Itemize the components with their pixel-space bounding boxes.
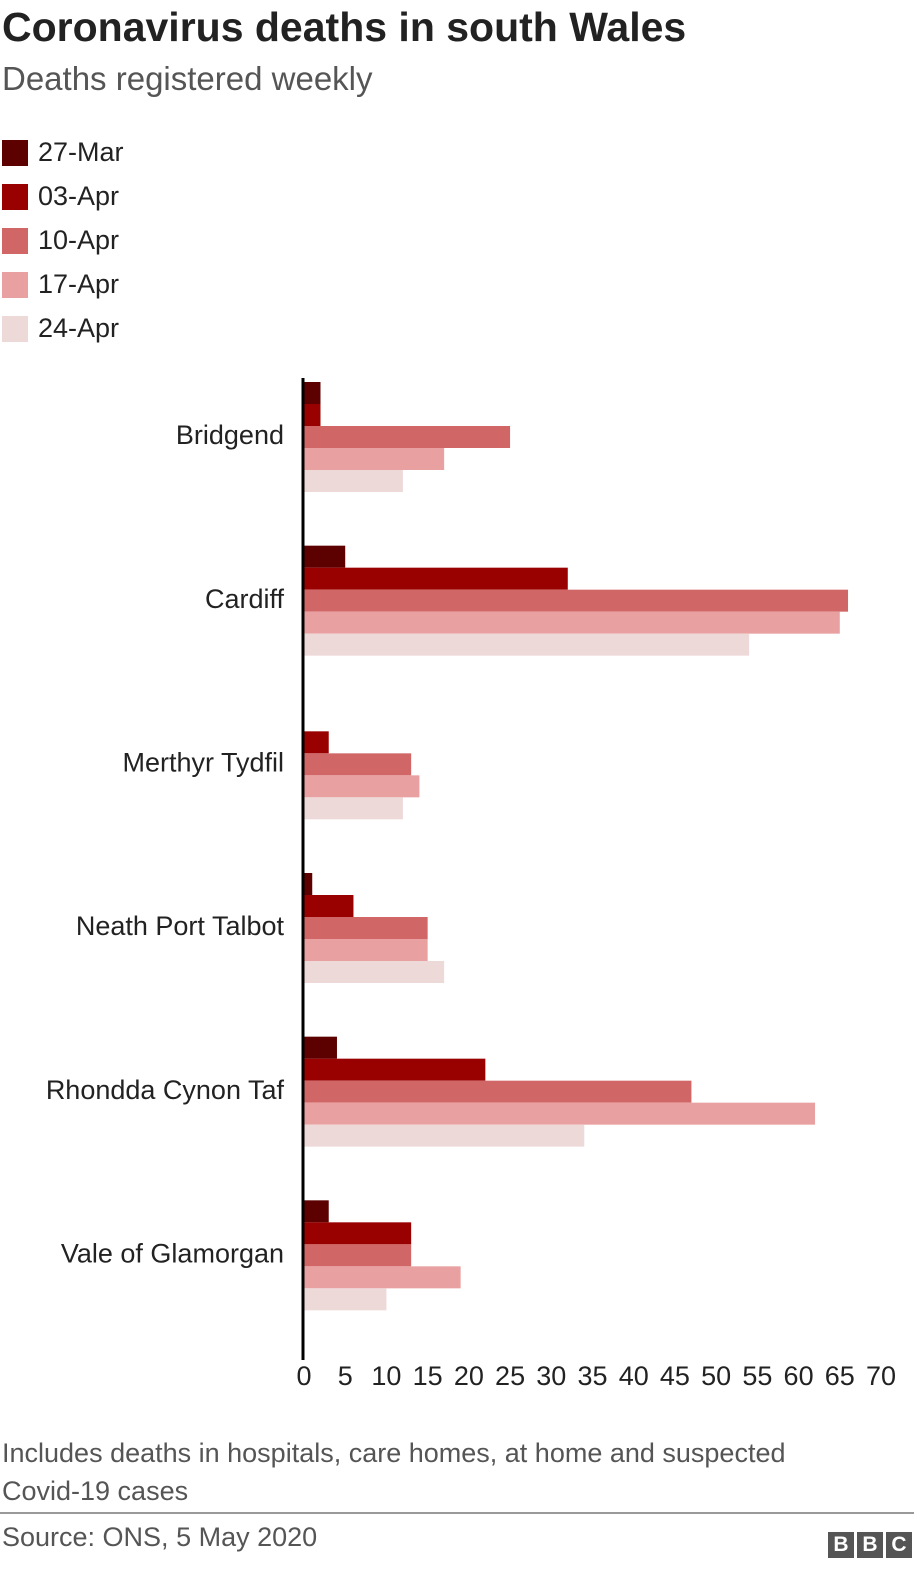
legend-label: 03-Apr — [38, 181, 119, 211]
divider — [0, 1512, 914, 1514]
y-tick-label: Vale of Glamorgan — [61, 1238, 284, 1268]
bar — [304, 589, 849, 612]
legend-swatch — [2, 184, 28, 210]
legend-swatch — [2, 272, 28, 298]
bar — [304, 1080, 692, 1103]
bar — [304, 1222, 412, 1245]
x-tick-label: 15 — [413, 1361, 443, 1391]
x-tick-label: 20 — [454, 1361, 484, 1391]
bar — [304, 775, 420, 798]
x-tick-label: 10 — [371, 1361, 401, 1391]
x-tick-label: 30 — [536, 1361, 566, 1391]
bar — [304, 404, 321, 426]
x-tick-label: 60 — [784, 1361, 814, 1391]
bar — [304, 731, 329, 754]
bar — [304, 1288, 387, 1311]
x-tick-label: 25 — [495, 1361, 525, 1391]
logo-letter: B — [828, 1532, 854, 1558]
y-tick-label: Neath Port Talbot — [76, 911, 285, 941]
legend-label: 10-Apr — [38, 225, 119, 255]
bar — [304, 797, 403, 820]
x-tick-label: 50 — [701, 1361, 731, 1391]
bar — [304, 753, 412, 776]
legend-label: 24-Apr — [38, 313, 119, 343]
bar — [304, 917, 428, 939]
y-tick-label: Cardiff — [205, 584, 285, 614]
x-tick-label: 70 — [866, 1361, 896, 1391]
source: Source: ONS, 5 May 2020 — [2, 1522, 318, 1552]
logo-letter: B — [857, 1532, 883, 1558]
bar — [304, 426, 511, 448]
x-tick-label: 0 — [296, 1361, 311, 1391]
chart-subtitle: Deaths registered weekly — [2, 60, 373, 97]
y-tick-label: Bridgend — [176, 420, 284, 450]
chart: 27-Mar 03-Apr 10-Apr 17-Apr 24-Apr 0 5 10 15 20 25… — [2, 137, 896, 1391]
legend-label: 17-Apr — [38, 269, 119, 299]
bar — [304, 873, 313, 895]
legend-swatch — [2, 316, 28, 342]
chart-title: Coronavirus deaths in south Wales — [2, 4, 687, 50]
x-tick-label: 35 — [577, 1361, 607, 1391]
bar — [304, 470, 403, 492]
bar — [304, 895, 354, 917]
x-tick-label: 55 — [742, 1361, 772, 1391]
bar — [304, 1200, 329, 1223]
bar — [304, 545, 346, 568]
bar — [304, 611, 840, 634]
x-tick-label: 65 — [825, 1361, 855, 1391]
bar — [304, 961, 445, 983]
x-tick-label: 45 — [660, 1361, 690, 1391]
legend-label: 27-Mar — [38, 137, 124, 167]
bar — [304, 633, 750, 656]
bar — [304, 1102, 816, 1125]
y-tick-label: Rhondda Cynon Taf — [46, 1075, 285, 1105]
logo: B B C — [828, 1532, 912, 1558]
bar — [304, 939, 428, 961]
bar — [304, 1244, 412, 1267]
bar — [304, 1124, 585, 1147]
bar — [304, 1036, 337, 1059]
x-tick-label: 40 — [619, 1361, 649, 1391]
x-tick-label: 5 — [338, 1361, 353, 1391]
y-tick-label: Merthyr Tydfil — [122, 747, 284, 777]
logo-letter: C — [886, 1532, 912, 1558]
bar — [304, 567, 568, 590]
bar — [304, 382, 321, 404]
legend-swatch — [2, 140, 28, 166]
bar — [304, 1058, 486, 1081]
bar — [304, 448, 445, 470]
bar — [304, 1266, 461, 1289]
legend-swatch — [2, 228, 28, 254]
note: Includes deaths in hospitals, care homes… — [2, 1438, 786, 1506]
